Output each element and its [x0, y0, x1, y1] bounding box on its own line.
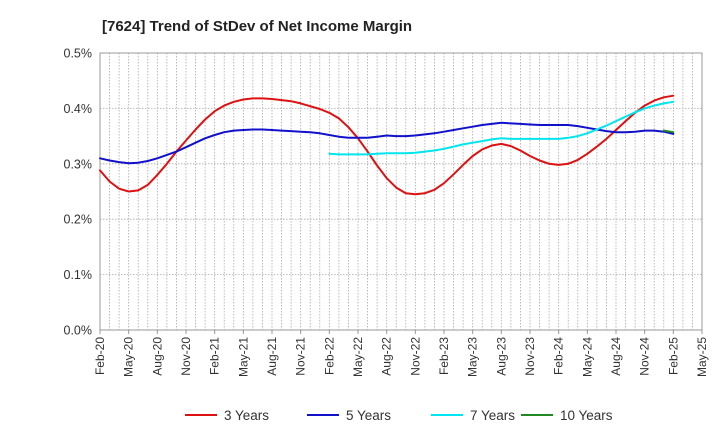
- series-line-7-years: [328, 100, 675, 156]
- x-tick-label: Nov-23: [523, 337, 537, 376]
- legend-label-7-years: 7 Years: [470, 408, 515, 423]
- x-tick-label: May-24: [580, 337, 594, 377]
- x-tick-label: Feb-22: [322, 337, 336, 375]
- y-tick-label: 0.1%: [64, 268, 93, 282]
- plot-area-frame: [99, 52, 703, 331]
- x-tick-label: Feb-21: [208, 337, 222, 375]
- x-tick-label: Nov-22: [408, 337, 422, 376]
- x-tick-label: May-20: [122, 337, 136, 377]
- x-tick-label: Feb-25: [666, 337, 680, 375]
- legend: 3 Years 5 Years 7 Years 10 Years: [185, 408, 613, 423]
- x-tick-label: May-25: [695, 337, 709, 377]
- y-tick-label: 0.0%: [64, 324, 93, 338]
- x-tick-label: Aug-21: [265, 337, 279, 376]
- x-tick-label: Aug-20: [150, 337, 164, 376]
- x-tick-label: Feb-24: [552, 337, 566, 375]
- x-tick-label: Nov-21: [294, 337, 308, 376]
- y-tick-label: 0.5%: [64, 47, 93, 61]
- series-line-10-years: [662, 129, 675, 134]
- legend-label-3-years: 3 Years: [224, 408, 269, 423]
- x-tick-label: Nov-24: [638, 337, 652, 376]
- x-tick-label: Feb-20: [93, 337, 107, 375]
- x-tick-label: Feb-23: [437, 337, 451, 375]
- series-line-3-years: [99, 94, 675, 196]
- series-line-5-years: [99, 121, 675, 165]
- y-tick-label: 0.2%: [64, 213, 93, 227]
- chart-title: [7624] Trend of StDev of Net Income Marg…: [102, 18, 412, 35]
- legend-label-10-years: 10 Years: [560, 408, 613, 423]
- x-tick-label: Aug-24: [609, 337, 623, 376]
- legend-label-5-years: 5 Years: [346, 408, 391, 423]
- axes: 0.0% 0.1% 0.2% 0.3% 0.4% 0.5% Feb-20 May-20 Aug-…: [64, 47, 710, 378]
- x-tick-label: Aug-22: [380, 337, 394, 376]
- x-tick-label: May-23: [466, 337, 480, 377]
- x-tick-label: Aug-23: [494, 337, 508, 376]
- y-tick-label: 0.3%: [64, 157, 93, 171]
- y-tick-label: 0.4%: [64, 102, 93, 116]
- x-tick-label: May-22: [351, 337, 365, 377]
- x-tick-label: Nov-20: [179, 337, 193, 376]
- x-tick-label: May-21: [236, 337, 250, 377]
- series-lines: [99, 94, 675, 196]
